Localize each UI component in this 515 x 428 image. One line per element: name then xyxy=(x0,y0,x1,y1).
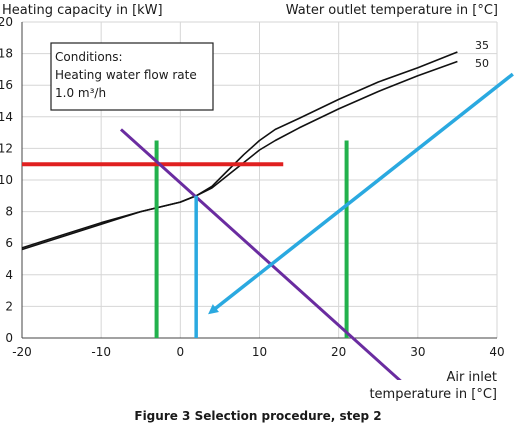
conditions-box-frame xyxy=(50,42,214,111)
y-tick-label: 2 xyxy=(5,299,13,313)
conditions-line-2: Heating water flow rate xyxy=(55,68,197,82)
y-tick-label: 0 xyxy=(5,331,13,345)
y-tick-label: 8 xyxy=(5,205,13,219)
y-tick-label: 14 xyxy=(0,110,13,124)
series-group-title: Water outlet temperature in [°C] xyxy=(286,3,498,18)
x-axis-title-line-1: Air inlet xyxy=(446,370,497,385)
x-axis-title-line-2: temperature in [°C] xyxy=(369,387,497,402)
x-tick-label: 0 xyxy=(177,345,185,359)
series-label-35: 35 xyxy=(475,39,489,52)
axes xyxy=(21,22,497,339)
y-tick-label: 4 xyxy=(5,268,13,282)
x-tick-label: -20 xyxy=(12,345,32,359)
annotation-lines xyxy=(22,72,514,380)
y-tick-label: 12 xyxy=(0,141,13,155)
y-tick-label: 10 xyxy=(0,173,13,187)
purple-line xyxy=(119,128,402,380)
x-tick-label: 20 xyxy=(331,345,346,359)
y-tick-label: 20 xyxy=(0,15,13,29)
y-axis-title: Heating capacity in [kW] xyxy=(2,3,163,18)
x-tick-labels: -20 -10 0 10 20 30 40 xyxy=(12,345,504,359)
y-tick-labels: 0 2 4 6 8 10 12 14 16 18 20 xyxy=(0,15,13,345)
figure-caption: Figure 3 Selection procedure, step 2 xyxy=(134,409,381,423)
x-tick-label: 10 xyxy=(252,345,267,359)
conditions-box: Conditions: Heating water flow rate 1.0 … xyxy=(50,42,214,111)
series-line-50 xyxy=(21,60,458,249)
x-tick-label: 30 xyxy=(410,345,425,359)
conditions-line-1: Conditions: xyxy=(55,50,123,64)
y-tick-label: 16 xyxy=(0,78,13,92)
y-tick-label: 6 xyxy=(5,236,13,250)
conditions-line-3: 1.0 m³/h xyxy=(55,86,106,100)
series-label-50: 50 xyxy=(475,57,489,70)
x-tick-label: -10 xyxy=(91,345,111,359)
x-tick-label: 40 xyxy=(489,345,504,359)
blue-arrow-line xyxy=(208,72,514,315)
y-tick-label: 18 xyxy=(0,47,13,61)
